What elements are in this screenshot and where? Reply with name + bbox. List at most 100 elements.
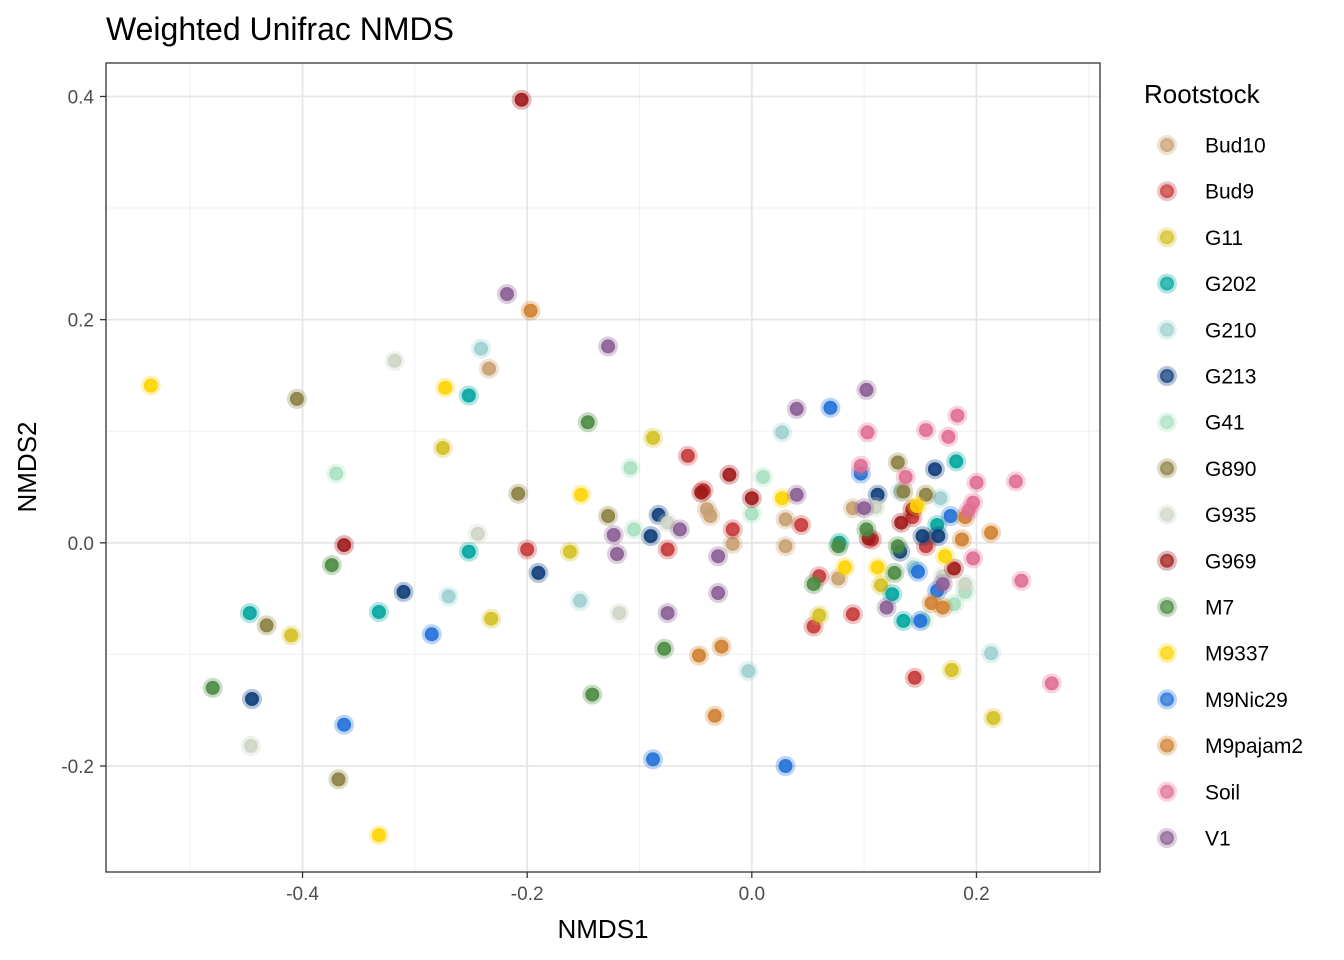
- data-point: [711, 636, 732, 657]
- data-point: [775, 536, 796, 557]
- data-point: [719, 464, 740, 485]
- data-point: [677, 445, 698, 466]
- data-point: [876, 597, 897, 618]
- series-soil: [850, 405, 1062, 694]
- data-point: [820, 397, 841, 418]
- data-point: [240, 735, 261, 756]
- data-point: [691, 482, 712, 503]
- legend-label: V1: [1205, 828, 1231, 851]
- data-points: [140, 89, 1062, 846]
- data-point: [570, 590, 590, 611]
- y-tick-label: 0.0: [68, 534, 94, 555]
- legend-label: G969: [1205, 550, 1256, 573]
- legend-key: [1157, 181, 1177, 202]
- legend-item-m9nic29: M9Nic29: [1157, 689, 1288, 712]
- legend-label: Bud9: [1205, 181, 1254, 204]
- series-g969: [334, 89, 964, 579]
- data-point: [850, 455, 871, 476]
- data-point: [582, 684, 603, 705]
- minor-gridlines: [106, 63, 1100, 879]
- legend-title: Rootstock: [1144, 79, 1261, 109]
- legend-items: Bud10 Bud9 G11 G202 G210 G213 G41 G890 G935 G969 M…: [1157, 135, 1303, 851]
- data-point: [421, 624, 442, 645]
- data-point: [775, 756, 796, 776]
- data-point: [239, 603, 260, 624]
- data-point: [640, 526, 661, 547]
- data-point: [938, 426, 959, 447]
- data-point: [281, 625, 302, 646]
- legend-label: G890: [1205, 458, 1256, 481]
- data-point: [887, 452, 908, 473]
- data-point: [689, 645, 709, 666]
- legend-key: [1157, 828, 1177, 848]
- data-point: [458, 541, 479, 562]
- legend-label: G213: [1205, 366, 1256, 389]
- legend-label: G202: [1205, 273, 1256, 296]
- y-tick-label: 0.2: [68, 311, 94, 332]
- data-point: [623, 519, 644, 540]
- series-g210: [438, 338, 1002, 682]
- legend-key: [1157, 412, 1177, 433]
- y-axis-title: NMDS2: [12, 421, 42, 512]
- data-point: [930, 488, 951, 509]
- data-point: [669, 519, 690, 540]
- data-point: [722, 519, 743, 540]
- series-g935: [240, 350, 976, 756]
- data-point: [932, 574, 953, 595]
- data-point: [700, 506, 721, 526]
- data-point: [708, 546, 729, 567]
- data-point: [915, 484, 936, 505]
- data-point: [981, 522, 1002, 543]
- data-point: [966, 472, 987, 493]
- series-g202: [239, 385, 967, 631]
- data-point: [603, 525, 624, 545]
- data-point: [772, 422, 793, 443]
- x-tick-label: 0.0: [739, 884, 765, 905]
- legend-key: [1157, 319, 1177, 340]
- y-tick-label: -0.2: [61, 757, 94, 778]
- data-point: [1011, 570, 1032, 591]
- data-point: [368, 602, 389, 622]
- data-point: [334, 535, 355, 556]
- data-point: [904, 667, 925, 688]
- data-point: [871, 575, 891, 596]
- data-point: [941, 660, 962, 680]
- data-point: [835, 557, 855, 578]
- data-point: [809, 605, 830, 626]
- data-point: [368, 825, 389, 846]
- legend-key: [1157, 689, 1177, 710]
- plot-border: [105, 62, 1101, 873]
- data-point: [286, 388, 307, 409]
- data-point: [708, 583, 729, 603]
- data-point: [828, 568, 849, 589]
- data-point: [479, 358, 499, 379]
- data-point: [882, 584, 903, 605]
- legend-item-bud9: Bud9: [1157, 181, 1254, 204]
- data-point: [932, 597, 953, 618]
- data-point: [1005, 471, 1026, 492]
- legend-item-g210: G210: [1157, 319, 1256, 342]
- data-point: [242, 689, 262, 709]
- data-point: [828, 536, 849, 557]
- legend-label: G210: [1205, 319, 1256, 342]
- chart-title: Weighted Unifrac NMDS: [106, 11, 454, 47]
- data-point: [857, 422, 878, 443]
- data-point: [432, 438, 453, 458]
- data-point: [517, 539, 538, 560]
- x-axis-title: NMDS1: [557, 914, 648, 944]
- data-point: [598, 506, 619, 526]
- data-point: [906, 496, 927, 516]
- legend-item-g969: G969: [1157, 550, 1256, 573]
- data-point: [891, 512, 912, 533]
- legend-label: M9Nic29: [1205, 689, 1288, 712]
- legend-item-m7: M7: [1157, 597, 1234, 620]
- data-point: [481, 608, 502, 629]
- data-point: [887, 536, 908, 557]
- data-point: [471, 338, 492, 359]
- y-axis: -0.2 0.0 0.2 0.4: [61, 87, 106, 778]
- legend-key: [1157, 504, 1177, 525]
- data-point: [958, 500, 979, 521]
- data-point: [867, 557, 888, 578]
- legend-item-m9337: M9337: [1157, 643, 1269, 666]
